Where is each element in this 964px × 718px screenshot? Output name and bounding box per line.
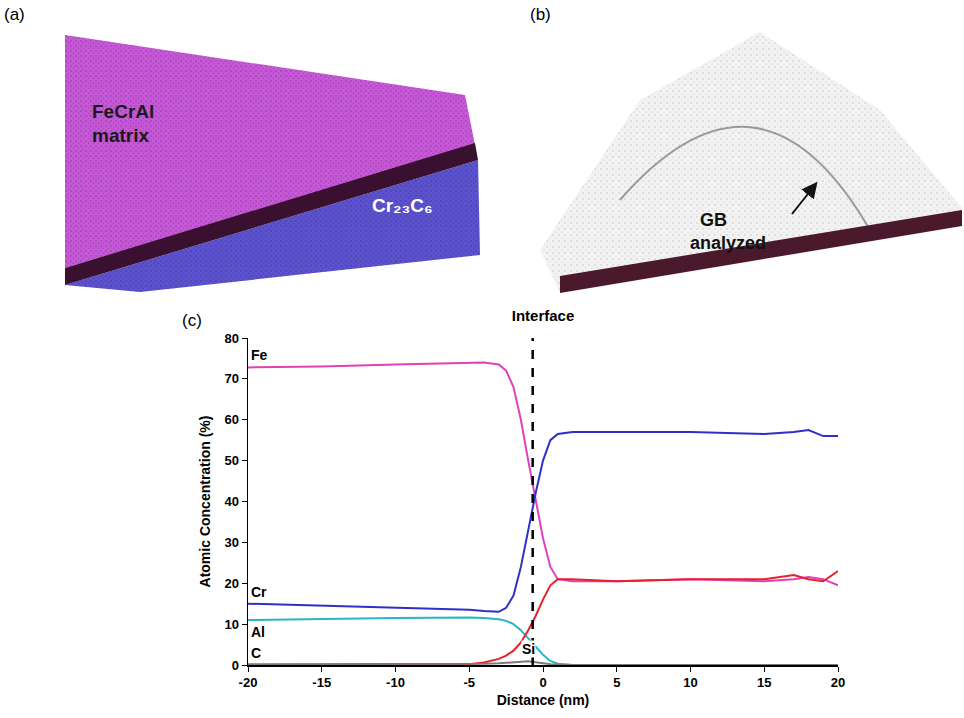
svg-text:Fe: Fe [251,347,268,363]
svg-text:20: 20 [224,576,238,591]
svg-text:Si: Si [522,641,535,657]
svg-text:5: 5 [613,675,620,690]
svg-text:(a): (a) [4,5,25,24]
svg-text:Atomic Concentration (%): Atomic Concentration (%) [197,416,213,588]
svg-text:Cr₂₃C₆: Cr₂₃C₆ [372,195,433,216]
svg-text:analyzed: analyzed [690,233,766,253]
svg-text:0: 0 [539,675,546,690]
svg-text:30: 30 [224,535,238,550]
svg-text:(b): (b) [530,5,551,24]
svg-text:matrix: matrix [92,125,149,146]
svg-text:Interface: Interface [512,307,575,324]
svg-text:-10: -10 [386,675,405,690]
svg-text:80: 80 [224,331,238,346]
svg-text:(c): (c) [182,311,202,330]
svg-text:10: 10 [683,675,697,690]
svg-text:Distance (nm): Distance (nm) [497,692,590,708]
svg-text:20: 20 [831,675,845,690]
svg-text:C: C [251,645,261,661]
svg-text:GB: GB [700,210,727,230]
svg-text:70: 70 [224,371,238,386]
svg-text:Al: Al [251,624,265,640]
svg-text:40: 40 [224,494,238,509]
svg-text:Cr: Cr [251,584,267,600]
svg-text:-15: -15 [312,675,331,690]
svg-text:0: 0 [232,658,239,673]
svg-text:-20: -20 [239,675,258,690]
svg-text:-5: -5 [463,675,475,690]
svg-text:60: 60 [224,412,238,427]
svg-text:FeCrAl: FeCrAl [92,101,154,122]
svg-text:15: 15 [757,675,771,690]
svg-text:50: 50 [224,453,238,468]
svg-text:10: 10 [224,617,238,632]
